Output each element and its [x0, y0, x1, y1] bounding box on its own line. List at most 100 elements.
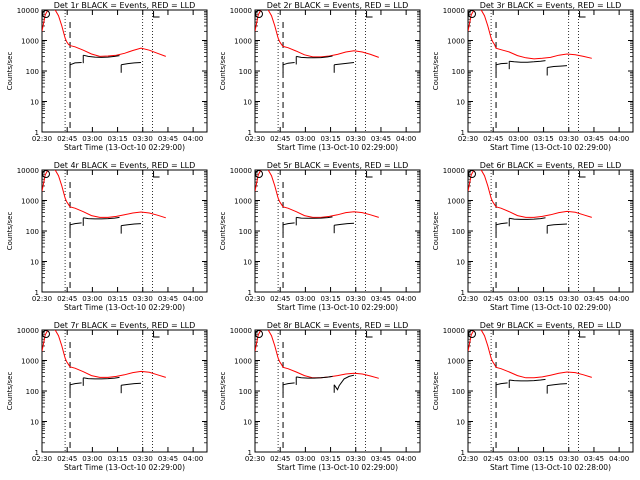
y-tick-label: 10000 [230, 327, 252, 335]
x-tick-label: 04:00 [396, 135, 416, 143]
x-tick-label: 04:00 [183, 295, 203, 303]
events-series-segment [334, 62, 355, 66]
x-tick-label: 03:45 [158, 455, 178, 463]
chart-title: Det 3r BLACK = Events, RED = LLD [480, 1, 622, 10]
events-series-segment [334, 222, 355, 226]
plot-frame [254, 329, 421, 453]
x-tick-label: 03:30 [346, 295, 366, 303]
x-tick-label: 03:15 [533, 135, 553, 143]
x-tick-label: 03:00 [82, 455, 102, 463]
x-tick-label: 03:15 [320, 455, 340, 463]
x-tick-label: 02:45 [270, 135, 290, 143]
plot-area [468, 330, 592, 394]
y-tick-label: 1 [461, 129, 465, 137]
chart-title: Det 4r BLACK = Events, RED = LLD [54, 161, 196, 170]
events-series-segment [121, 223, 142, 227]
x-tick-label: 02:30 [245, 135, 265, 143]
plot-area [255, 10, 379, 73]
x-tick-label: 04:00 [183, 135, 203, 143]
y-tick-label: 10 [456, 419, 465, 427]
x-axis-label: Start Time (13-Oct-10 02:29:00) [64, 463, 185, 472]
y-tick-label: 10 [456, 99, 465, 107]
peak-marker-circle [255, 10, 263, 18]
chart-panel: Det 1r BLACK = Events, RED = LLD 1 10 100 10… [6, 1, 208, 152]
plot-frame [41, 9, 208, 133]
x-tick-label: 03:15 [320, 295, 340, 303]
chart-panel: Det 7r BLACK = Events, RED = LLD 1 10 100 10… [6, 321, 208, 472]
y-axis-label: Counts/sec [219, 372, 227, 411]
chart-panel: Det 6r BLACK = Events, RED = LLD 1 10 100 10… [432, 161, 634, 312]
chart-title: Det 5r BLACK = Events, RED = LLD [267, 161, 409, 170]
x-tick-label: 02:45 [270, 455, 290, 463]
x-tick-label: 03:15 [107, 455, 127, 463]
y-tick-label: 100 [26, 228, 39, 236]
y-tick-label: 10000 [443, 167, 465, 175]
x-tick-label: 03:15 [107, 295, 127, 303]
x-axis-label: Start Time (13-Oct-10 02:28:00) [490, 463, 611, 472]
y-tick-label: 1000 [447, 358, 465, 366]
x-tick-label: 03:45 [584, 135, 604, 143]
x-tick-label: 03:00 [508, 455, 528, 463]
x-tick-label: 03:45 [158, 295, 178, 303]
events-series-segment [121, 62, 142, 66]
plot-frame [254, 9, 421, 133]
lld-series-line [255, 170, 379, 218]
events-series-segment [509, 60, 546, 63]
events-series-segment [509, 217, 546, 220]
x-tick-label: 03:30 [559, 295, 579, 303]
x-tick-label: 04:00 [609, 455, 629, 463]
y-tick-label: 1000 [21, 358, 39, 366]
x-tick-label: 03:30 [133, 455, 153, 463]
x-axis-label: Start Time (13-Oct-10 02:29:00) [64, 143, 185, 152]
events-series-segment [296, 55, 333, 59]
plot-area [468, 10, 592, 76]
bracket-marker [579, 331, 586, 338]
y-tick-label: 1 [248, 129, 252, 137]
lld-series-line [255, 10, 379, 58]
lld-series-line [42, 10, 166, 57]
events-series-segment [333, 374, 355, 391]
events-series-segment [495, 62, 508, 66]
x-tick-label: 02:45 [483, 295, 503, 303]
plot-frame [41, 329, 208, 453]
x-tick-label: 04:00 [183, 455, 203, 463]
y-tick-label: 1 [35, 129, 39, 137]
y-tick-label: 10 [30, 419, 39, 427]
y-tick-label: 1000 [234, 358, 252, 366]
x-axis-label: Start Time (13-Oct-10 02:29:00) [277, 463, 398, 472]
y-tick-label: 10 [243, 259, 252, 267]
x-tick-label: 03:45 [584, 455, 604, 463]
peak-marker-circle [255, 330, 263, 338]
y-axis-label: Counts/sec [6, 212, 14, 251]
x-tick-label: 03:30 [559, 135, 579, 143]
plot-area [42, 10, 166, 73]
x-tick-label: 03:30 [346, 135, 366, 143]
plot-frame [41, 169, 208, 293]
y-tick-label: 100 [452, 68, 465, 76]
x-tick-label: 02:45 [57, 455, 77, 463]
y-tick-label: 1000 [447, 38, 465, 46]
y-tick-label: 10000 [230, 167, 252, 175]
x-tick-label: 04:00 [609, 135, 629, 143]
events-series-segment [121, 382, 142, 386]
x-tick-label: 03:45 [584, 295, 604, 303]
x-tick-label: 03:00 [508, 295, 528, 303]
chart-title: Det 8r BLACK = Events, RED = LLD [267, 321, 409, 330]
lld-series-line [468, 10, 592, 60]
lld-series-line [42, 170, 166, 219]
x-tick-label: 03:30 [346, 455, 366, 463]
plot-area [255, 170, 379, 234]
chart-panel: Det 5r BLACK = Events, RED = LLD 1 10 100 10… [219, 161, 421, 312]
y-tick-label: 1000 [21, 198, 39, 206]
peak-marker-circle [42, 10, 50, 18]
y-tick-label: 10 [243, 419, 252, 427]
bracket-marker [366, 171, 373, 178]
chart-panel: Det 3r BLACK = Events, RED = LLD 1 10 100 10… [432, 1, 634, 152]
plot-frame [254, 169, 421, 293]
chart-title: Det 9r BLACK = Events, RED = LLD [480, 321, 622, 330]
y-tick-label: 1000 [21, 38, 39, 46]
x-tick-label: 03:15 [320, 135, 340, 143]
y-tick-label: 1 [35, 289, 39, 297]
x-tick-label: 02:45 [483, 135, 503, 143]
